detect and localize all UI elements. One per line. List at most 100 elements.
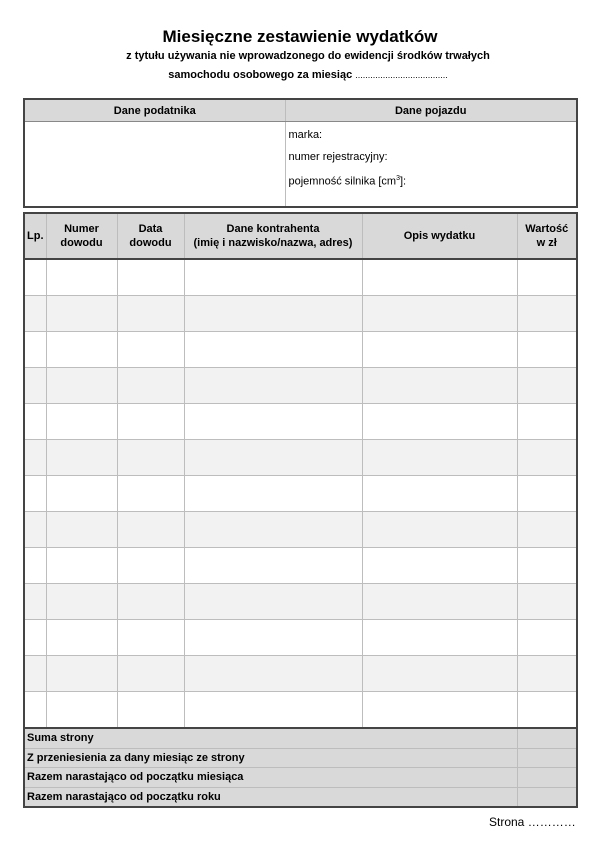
cell-value[interactable] bbox=[516, 439, 578, 476]
cell-document-date[interactable] bbox=[116, 547, 185, 584]
cell-contractor[interactable] bbox=[183, 403, 363, 440]
cell-expense-description[interactable] bbox=[361, 583, 518, 620]
cell-lp[interactable] bbox=[23, 367, 47, 404]
column-header-lp: Lp. bbox=[23, 212, 47, 260]
cell-document-date[interactable] bbox=[116, 439, 185, 476]
cell-lp[interactable] bbox=[23, 475, 47, 512]
table-row bbox=[23, 547, 578, 584]
cell-lp[interactable] bbox=[23, 691, 47, 729]
summary-value-cell[interactable] bbox=[516, 767, 578, 788]
cell-expense-description[interactable] bbox=[361, 655, 518, 692]
cell-document-date[interactable] bbox=[116, 511, 185, 548]
summary-value-cell[interactable] bbox=[516, 727, 578, 749]
cell-lp[interactable] bbox=[23, 511, 47, 548]
cell-value[interactable] bbox=[516, 547, 578, 584]
cell-document-number[interactable] bbox=[45, 619, 118, 656]
table-row bbox=[23, 367, 578, 404]
cell-expense-description[interactable] bbox=[361, 691, 518, 729]
cell-document-date[interactable] bbox=[116, 583, 185, 620]
cell-contractor[interactable] bbox=[183, 583, 363, 620]
cell-expense-description[interactable] bbox=[361, 439, 518, 476]
cell-expense-description[interactable] bbox=[361, 511, 518, 548]
cell-value[interactable] bbox=[516, 511, 578, 548]
cell-value[interactable] bbox=[516, 583, 578, 620]
cell-contractor[interactable] bbox=[183, 691, 363, 729]
cell-document-date[interactable] bbox=[116, 691, 185, 729]
column-header-text: dowodu bbox=[129, 237, 172, 249]
cell-value[interactable] bbox=[516, 295, 578, 332]
cell-document-date[interactable] bbox=[116, 475, 185, 512]
column-header-document-number: Numer dowodu bbox=[45, 212, 118, 260]
cell-contractor[interactable] bbox=[183, 439, 363, 476]
cell-document-number[interactable] bbox=[45, 331, 118, 368]
cell-document-date[interactable] bbox=[116, 367, 185, 404]
cell-contractor[interactable] bbox=[183, 258, 363, 296]
summary-value-cell[interactable] bbox=[516, 786, 578, 808]
cell-lp[interactable] bbox=[23, 547, 47, 584]
cell-document-date[interactable] bbox=[116, 619, 185, 656]
cell-contractor[interactable] bbox=[183, 619, 363, 656]
cell-document-number[interactable] bbox=[45, 475, 118, 512]
column-header-document-date: Data dowodu bbox=[116, 212, 185, 260]
cell-contractor[interactable] bbox=[183, 655, 363, 692]
taxpayer-data-cell[interactable] bbox=[23, 121, 286, 208]
cell-document-date[interactable] bbox=[116, 655, 185, 692]
cell-value[interactable] bbox=[516, 619, 578, 656]
cell-expense-description[interactable] bbox=[361, 547, 518, 584]
column-header-text: Dane kontrahenta bbox=[226, 223, 320, 235]
cell-document-number[interactable] bbox=[45, 295, 118, 332]
summary-value-cell[interactable] bbox=[516, 747, 578, 768]
summary-row: Suma strony bbox=[23, 727, 578, 749]
cell-contractor[interactable] bbox=[183, 331, 363, 368]
cell-document-number[interactable] bbox=[45, 439, 118, 476]
table-row bbox=[23, 511, 578, 548]
cell-document-number[interactable] bbox=[45, 403, 118, 440]
cell-expense-description[interactable] bbox=[361, 258, 518, 296]
document-subtitle-line1: z tytułu używania nie wprowadzonego do e… bbox=[126, 50, 490, 62]
cell-lp[interactable] bbox=[23, 583, 47, 620]
cell-lp[interactable] bbox=[23, 295, 47, 332]
cell-contractor[interactable] bbox=[183, 367, 363, 404]
cell-lp[interactable] bbox=[23, 331, 47, 368]
cell-value[interactable] bbox=[516, 331, 578, 368]
cell-expense-description[interactable] bbox=[361, 475, 518, 512]
cell-document-number[interactable] bbox=[45, 258, 118, 296]
cell-expense-description[interactable] bbox=[361, 295, 518, 332]
cell-document-number[interactable] bbox=[45, 511, 118, 548]
cell-contractor[interactable] bbox=[183, 475, 363, 512]
cell-expense-description[interactable] bbox=[361, 367, 518, 404]
cell-value[interactable] bbox=[516, 475, 578, 512]
summary-row: Razem narastająco od początku roku bbox=[23, 786, 578, 808]
cell-lp[interactable] bbox=[23, 619, 47, 656]
vehicle-engine-label: pojemność silnika [cm3]: bbox=[286, 168, 577, 193]
cell-expense-description[interactable] bbox=[361, 619, 518, 656]
cell-contractor[interactable] bbox=[183, 547, 363, 584]
cell-document-date[interactable] bbox=[116, 403, 185, 440]
cell-document-number[interactable] bbox=[45, 547, 118, 584]
cell-document-number[interactable] bbox=[45, 691, 118, 729]
info-table: Dane podatnika Dane pojazdu marka: numer… bbox=[23, 98, 578, 208]
cell-value[interactable] bbox=[516, 655, 578, 692]
cell-value[interactable] bbox=[516, 258, 578, 296]
cell-document-number[interactable] bbox=[45, 583, 118, 620]
cell-document-date[interactable] bbox=[116, 258, 185, 296]
cell-contractor[interactable] bbox=[183, 511, 363, 548]
column-header-text: Wartość bbox=[525, 223, 569, 235]
cell-document-date[interactable] bbox=[116, 295, 185, 332]
cell-value[interactable] bbox=[516, 403, 578, 440]
cell-lp[interactable] bbox=[23, 439, 47, 476]
cell-lp[interactable] bbox=[23, 403, 47, 440]
cell-lp[interactable] bbox=[23, 258, 47, 296]
cell-document-number[interactable] bbox=[45, 367, 118, 404]
month-blank[interactable]: ..................................... bbox=[355, 70, 448, 80]
cell-value[interactable] bbox=[516, 367, 578, 404]
cell-value[interactable] bbox=[516, 691, 578, 729]
cell-document-date[interactable] bbox=[116, 331, 185, 368]
cell-expense-description[interactable] bbox=[361, 331, 518, 368]
vehicle-data-cell[interactable]: marka: numer rejestracyjny: pojemność si… bbox=[284, 121, 578, 208]
cell-lp[interactable] bbox=[23, 655, 47, 692]
document-subtitle-line2: samochodu osobowego za miesiąc .........… bbox=[8, 69, 600, 81]
cell-expense-description[interactable] bbox=[361, 403, 518, 440]
cell-document-number[interactable] bbox=[45, 655, 118, 692]
cell-contractor[interactable] bbox=[183, 295, 363, 332]
